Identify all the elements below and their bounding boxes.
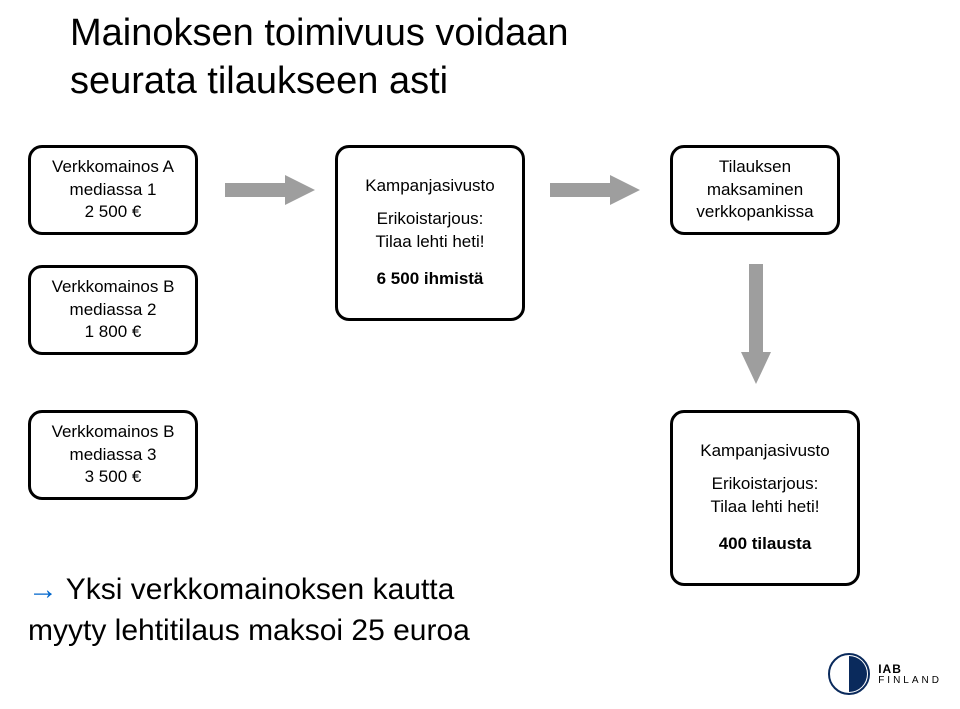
box-b-line3: 1 800 € [85,321,142,344]
pay-line3: verkkopankissa [696,201,813,224]
logo-name: IAB [878,663,942,675]
result-line-2: myyty lehtitilaus maksoi 25 euroa [28,614,470,647]
pay-line1: Tilauksen [719,156,791,179]
box-b-line2: mediassa 2 [70,299,157,322]
camp1-line3: Tilaa lehti heti! [376,231,485,254]
slide-title: Mainoksen toimivuus voidaan seurata tila… [70,10,569,105]
result-arrow-icon: → [28,573,58,606]
pay-line2: maksaminen [707,179,803,202]
camp2-line2: Erikoistarjous: [712,473,819,496]
box-verkkomainos-b: Verkkomainos B mediassa 2 1 800 € [28,265,198,355]
title-line-2: seurata tilaukseen asti [70,60,448,102]
box-c-line2: mediassa 3 [70,444,157,467]
box-a-line3: 2 500 € [85,201,142,224]
iab-logo-text: IAB FINLAND [878,663,942,686]
camp2-line3: Tilaa lehti heti! [711,496,820,519]
box-c-line1: Verkkomainos B [52,421,175,444]
arrow-a-to-campaign [225,175,315,205]
box-campaign-1: Kampanjasivusto Erikoistarjous: Tilaa le… [335,145,525,321]
title-line-1: Mainoksen toimivuus voidaan [70,12,569,54]
box-a-line2: mediassa 1 [70,179,157,202]
box-a-line1: Verkkomainos A [52,156,174,179]
box-c-line3: 3 500 € [85,466,142,489]
iab-logo: IAB FINLAND [828,653,942,695]
iab-logo-icon [828,653,870,695]
arrow-payment-to-result [741,264,771,384]
camp2-title: Kampanjasivusto [700,440,829,463]
camp1-line2: Erikoistarjous: [377,208,484,231]
box-verkkomainos-a: Verkkomainos A mediassa 1 2 500 € [28,145,198,235]
box-campaign-2: Kampanjasivusto Erikoistarjous: Tilaa le… [670,410,860,586]
arrow-campaign-to-payment [550,175,640,205]
camp1-title: Kampanjasivusto [365,175,494,198]
result-text: → Yksi verkkomainoksen kautta myyty leht… [28,570,470,651]
camp1-count: 6 500 ihmistä [377,268,484,291]
box-payment: Tilauksen maksaminen verkkopankissa [670,145,840,235]
result-line-1: Yksi verkkomainoksen kautta [66,573,455,606]
box-b-line1: Verkkomainos B [52,276,175,299]
camp2-count: 400 tilausta [719,533,812,556]
logo-sub: FINLAND [878,675,942,686]
box-verkkomainos-c: Verkkomainos B mediassa 3 3 500 € [28,410,198,500]
